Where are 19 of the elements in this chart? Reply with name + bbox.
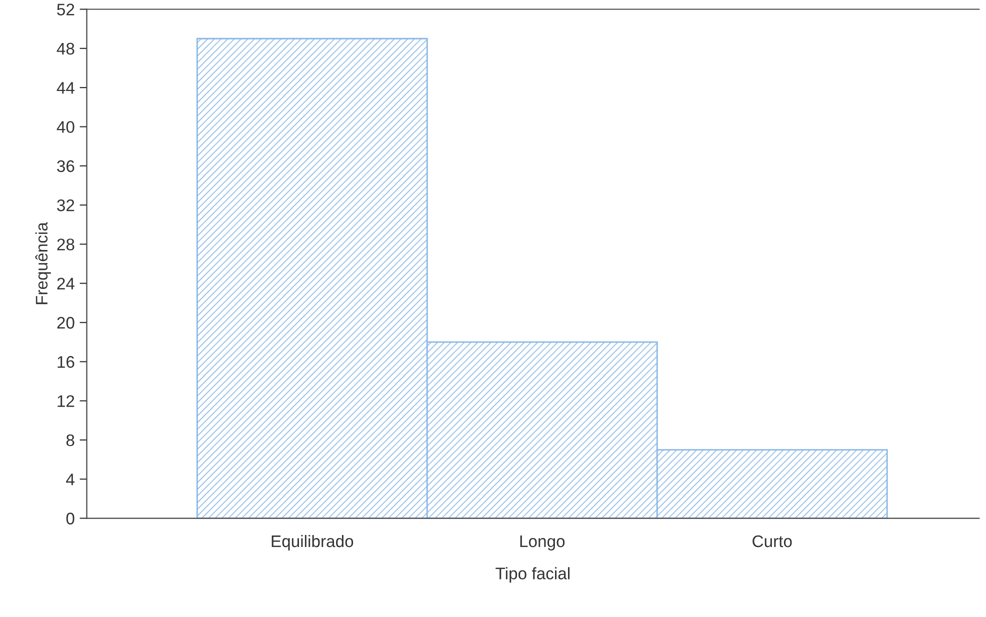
y-tick-label: 28	[57, 238, 74, 250]
y-tick-label: 52	[57, 4, 74, 16]
y-axis-title: Frequência	[35, 222, 51, 304]
y-tick-label: 44	[56, 82, 74, 94]
y-tick-label: 32	[57, 199, 74, 212]
y-tick-label: 16	[58, 356, 74, 368]
x-tick-label: Longo	[520, 536, 565, 550]
y-tick-label: 48	[56, 42, 74, 55]
x-axis-title: Tipo facial	[496, 567, 570, 583]
y-tick-label: 4	[66, 474, 74, 486]
y-tick-label: 40	[56, 121, 74, 133]
y-tick-label: 20	[57, 316, 74, 329]
x-tick-label: Curto	[752, 535, 792, 548]
y-tick-label: 24	[57, 278, 74, 290]
y-tick-label: 8	[66, 434, 74, 446]
y-tick-label: 0	[66, 512, 74, 524]
y-tick-label: 12	[58, 395, 74, 407]
y-tick-label: 36	[57, 160, 74, 172]
x-tick-label: Equilibrado	[272, 534, 354, 550]
